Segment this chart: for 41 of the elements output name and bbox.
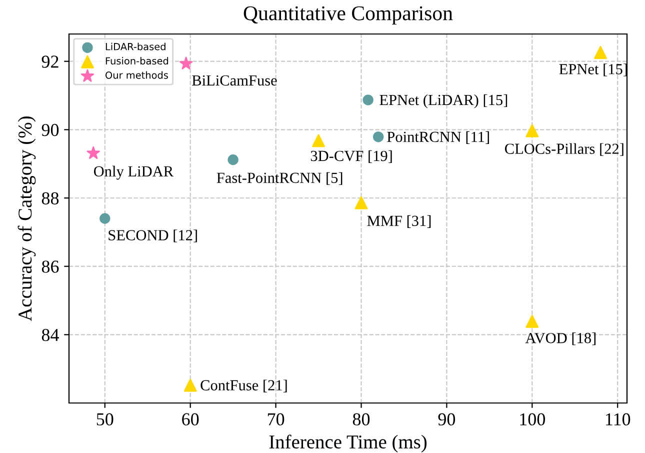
y-tick-label: 92 — [42, 56, 58, 68]
point — [372, 131, 384, 142]
point — [228, 154, 238, 166]
x-tick-label: 60 — [182, 413, 199, 426]
y-tick-label: 88 — [42, 192, 59, 204]
annotation: SECOND [12] — [108, 230, 197, 242]
legend-label: Fusion-based — [106, 57, 168, 65]
point — [86, 146, 100, 159]
point — [594, 46, 608, 59]
chart-title: Quantitative Comparison — [244, 6, 453, 25]
x-tick-label: 110 — [606, 413, 630, 426]
annotation: EPNet (LiDAR) [15] — [380, 94, 508, 108]
annotation: BiLiCamFuse — [192, 75, 277, 86]
legend-label: LiDAR-based — [106, 42, 166, 50]
x-tick-label: 100 — [520, 413, 545, 426]
x-tick-label: 50 — [96, 413, 114, 426]
annotation: ContFuse [21] — [200, 380, 287, 392]
annotation: CLOCs-Pillars [22] — [505, 143, 624, 156]
point — [184, 378, 197, 392]
point — [100, 213, 110, 224]
point — [526, 314, 539, 328]
y-tick-label: 90 — [42, 124, 59, 136]
y-tick-label: 84 — [42, 328, 59, 342]
annotation: AVOD [18] — [525, 332, 596, 346]
y-tick-label: 86 — [42, 260, 59, 273]
point — [526, 124, 539, 138]
point — [179, 56, 193, 70]
x-tick-label: 90 — [438, 413, 456, 426]
x-axis-title: Inference Time (ms) — [269, 434, 427, 452]
legend-label: Our methods — [106, 71, 168, 79]
y-axis-title: Accuracy of Category (%) — [18, 116, 36, 322]
point — [362, 94, 374, 106]
x-tick-label: 70 — [268, 413, 284, 426]
point — [312, 134, 326, 148]
point — [354, 196, 368, 210]
annotation: PointRCNN [11] — [387, 131, 489, 144]
annotation: Only LiDAR — [94, 166, 174, 180]
x-tick-label: 80 — [352, 413, 370, 426]
annotation: 3D-CVF [19] — [310, 150, 392, 163]
annotation: Fast-PointRCNN [5] — [216, 172, 342, 185]
annotation: MMF [31] — [367, 215, 431, 228]
